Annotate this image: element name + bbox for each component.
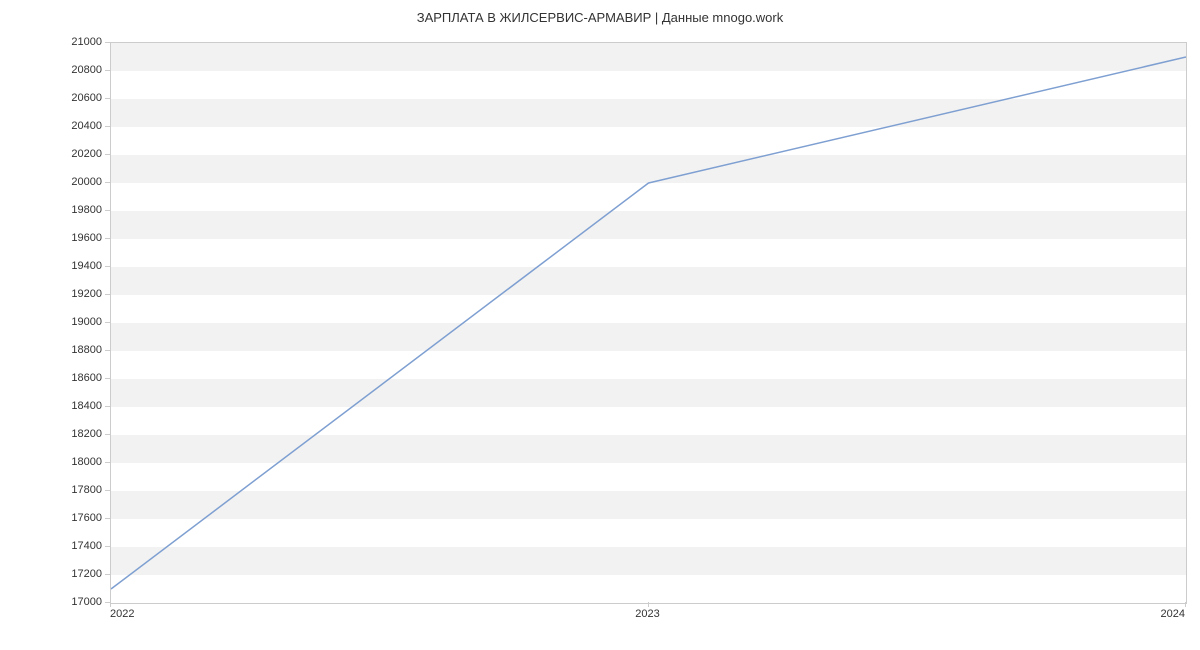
y-tick-label: 20400 (0, 120, 102, 132)
y-tick-label: 18800 (0, 344, 102, 356)
y-tick-label: 19200 (0, 288, 102, 300)
chart-container: ЗАРПЛАТА В ЖИЛСЕРВИС-АРМАВИР | Данные mn… (0, 0, 1200, 650)
y-tick (105, 378, 110, 379)
y-tick-label: 19000 (0, 316, 102, 328)
x-tick (1185, 602, 1186, 607)
y-tick-label: 17600 (0, 512, 102, 524)
y-tick-label: 20600 (0, 92, 102, 104)
y-tick (105, 462, 110, 463)
y-tick-label: 19600 (0, 232, 102, 244)
y-tick-label: 20000 (0, 176, 102, 188)
y-tick-label: 17200 (0, 568, 102, 580)
y-tick (105, 294, 110, 295)
x-tick (110, 602, 111, 607)
y-tick-label: 20200 (0, 148, 102, 160)
y-tick (105, 322, 110, 323)
y-tick (105, 126, 110, 127)
y-tick-label: 19400 (0, 260, 102, 272)
y-tick-label: 19800 (0, 204, 102, 216)
y-tick-label: 18200 (0, 428, 102, 440)
x-tick-label: 2023 (635, 608, 659, 620)
y-tick (105, 210, 110, 211)
y-tick-label: 17000 (0, 596, 102, 608)
y-tick (105, 238, 110, 239)
y-tick-label: 18000 (0, 456, 102, 468)
y-tick-label: 17800 (0, 484, 102, 496)
y-tick-label: 20800 (0, 64, 102, 76)
y-tick (105, 490, 110, 491)
x-tick (648, 602, 649, 607)
y-tick-label: 17400 (0, 540, 102, 552)
plot-area (110, 42, 1187, 604)
y-tick (105, 70, 110, 71)
line-series (111, 43, 1186, 603)
y-tick (105, 98, 110, 99)
y-tick-label: 18400 (0, 400, 102, 412)
y-tick (105, 182, 110, 183)
y-tick (105, 574, 110, 575)
x-tick-label: 2022 (110, 608, 134, 620)
y-tick-label: 18600 (0, 372, 102, 384)
y-tick (105, 546, 110, 547)
y-tick (105, 518, 110, 519)
y-tick (105, 154, 110, 155)
y-tick-label: 21000 (0, 36, 102, 48)
y-tick (105, 406, 110, 407)
y-tick (105, 266, 110, 267)
chart-title: ЗАРПЛАТА В ЖИЛСЕРВИС-АРМАВИР | Данные mn… (0, 0, 1200, 25)
y-tick (105, 350, 110, 351)
y-tick (105, 42, 110, 43)
y-tick (105, 434, 110, 435)
x-tick-label: 2024 (1161, 608, 1185, 620)
